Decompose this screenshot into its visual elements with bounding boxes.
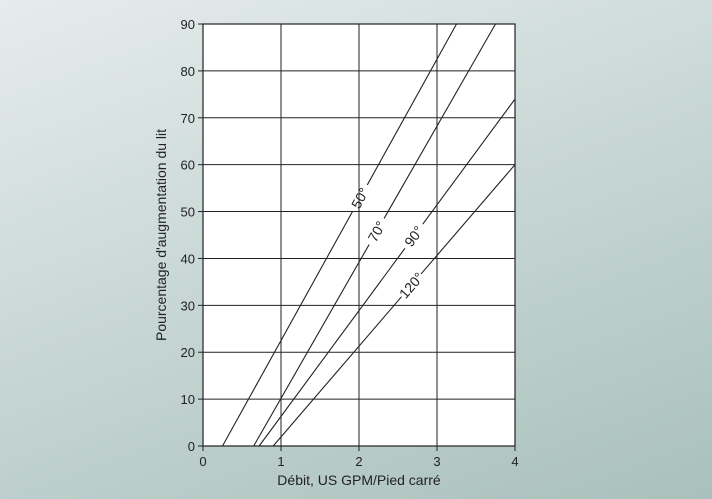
series-line-1 [383,23,496,219]
x-axis-title: Débit, US GPM/Pied carré [277,472,441,488]
series-line-0 [366,23,457,186]
y-tick-label: 10 [181,392,195,407]
x-tick-label: 4 [511,454,518,469]
y-tick-label: 60 [181,158,195,173]
series-line-1 [253,244,370,447]
y-tick-label: 90 [181,17,195,32]
y-tick-label: 30 [181,298,195,313]
x-tick-label: 3 [433,454,440,469]
y-tick-label: 40 [181,251,195,266]
y-tick-label: 0 [188,439,195,454]
series-line-3 [272,296,402,447]
y-tick-label: 70 [181,111,195,126]
plot-frame [202,23,516,447]
y-tick-label: 50 [181,205,195,220]
x-tick-label: 0 [199,454,206,469]
x-tick-label: 2 [355,454,362,469]
series-line-3 [420,164,516,275]
y-axis-title: Pourcentage d'augmentation du lit [153,129,169,341]
y-tick-labels: 0 10 20 30 40 50 60 70 80 90 [181,17,195,454]
x-tick-label: 1 [277,454,284,469]
series-line-0 [222,210,354,447]
series-line-2 [422,98,516,225]
series-line-2 [258,247,406,447]
x-tick-labels: 0 1 2 3 4 [199,454,518,469]
y-tick-label: 80 [181,64,195,79]
y-tick-label: 20 [181,345,195,360]
